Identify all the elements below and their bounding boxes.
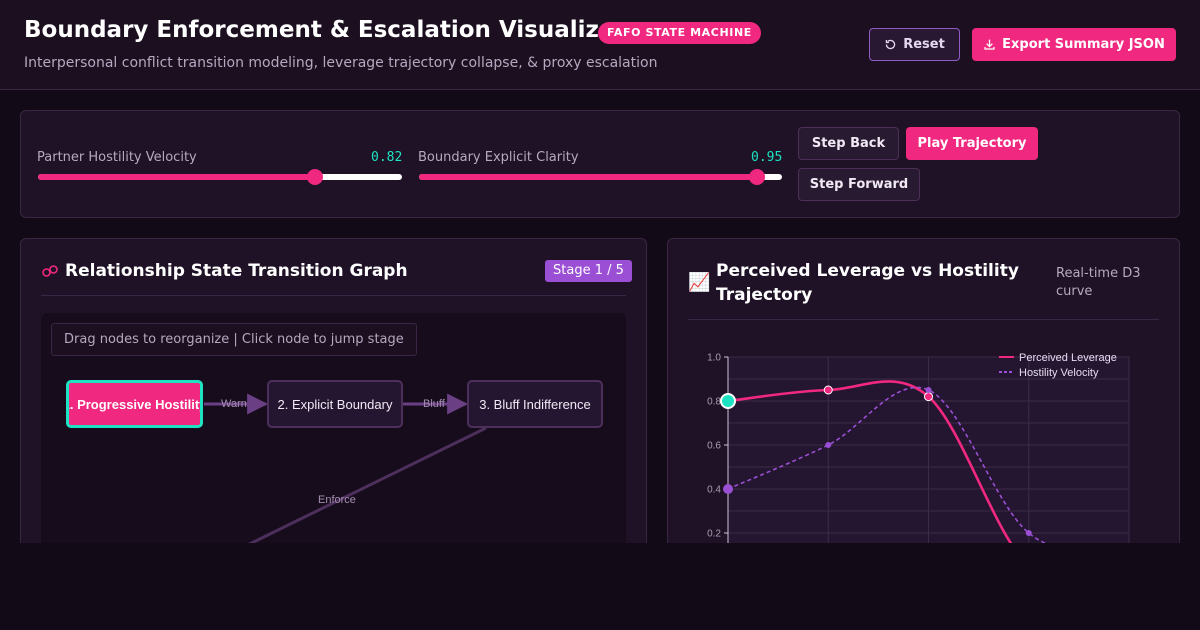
hostility-slider-thumb[interactable] [306,169,323,185]
hostility-slider-label: Partner Hostility Velocity [37,150,197,165]
play-trajectory-button[interactable]: Play Trajectory [906,127,1038,160]
graph-hint: Drag nodes to reorganize | Click node to… [51,323,417,356]
chart-trend-icon: 📈 [688,272,711,293]
clarity-slider-thumb[interactable] [748,169,765,185]
state-machine-badge: FAFO STATE MACHINE [598,22,761,44]
export-label: Export Summary JSON [1002,37,1165,52]
edge-label-bluff: Bluff [423,398,445,410]
controls-panel: Partner Hostility Velocity 0.82 Boundary… [20,110,1180,218]
export-summary-button[interactable]: Export Summary JSON [972,28,1176,61]
y-tick-label: 1.0 [707,353,721,364]
chart-title-line1: Perceived Leverage vs Hostility [716,261,1019,281]
reset-label: Reset [903,37,945,52]
viewport-bottom-area [0,543,1200,630]
graph-panel-divider [41,295,626,296]
page-title: Boundary Enforcement & Escalation Visual… [24,17,626,43]
step-back-button[interactable]: Step Back [798,127,899,160]
chart-panel-title: Perceived Leverage vs Hostility Trajecto… [716,259,1019,307]
graph-panel-title: Relationship State Transition Graph [65,261,408,281]
hostility-slider-fill [38,174,315,180]
hostility-point [723,484,733,494]
current-point-marker [720,393,736,409]
legend-label: Perceived Leverage [1019,352,1117,364]
chart-title-line2: Trajectory [716,285,813,305]
stage-badge: Stage 1 / 5 [545,260,632,282]
hostility-point [1025,530,1032,536]
chart-caption: Real-time D3 curve [1056,266,1141,299]
leverage-point [924,392,933,402]
page-subtitle: Interpersonal conflict transition modeli… [24,55,658,71]
y-tick-label: 0.8 [707,397,721,408]
state-node-explicit-boundary[interactable]: 2. Explicit Boundary [267,380,403,428]
hostility-point [925,387,932,393]
edge-label-enforce: Enforce [318,494,356,506]
leverage-point [823,385,833,395]
leverage-hostility-chart: 1.0 0.8 0.6 0.4 0.2 Perceived Leverage Hostili… [707,352,1130,551]
clarity-slider-fill [419,174,757,180]
state-node-progressive-hostility[interactable]: 1. Progressive Hostility [66,380,203,428]
series-line-0 [727,380,1018,551]
download-icon [984,39,995,50]
edge-label-warn: Warn [221,398,247,410]
step-forward-button[interactable]: Step Forward [798,168,920,201]
clarity-slider-label: Boundary Explicit Clarity [418,150,579,165]
graph-edges [204,393,487,560]
reset-button[interactable]: Reset [869,28,960,61]
app-header: Boundary Enforcement & Escalation Visual… [0,0,1200,90]
hostility-slider-value: 0.82 [371,150,403,165]
y-tick-label: 0.4 [707,485,721,496]
edge-enforce [220,426,487,560]
y-tick-label: 0.6 [707,441,721,452]
leverage-chart-panel: 📈 Perceived Leverage vs Hostility Trajec… [667,238,1180,558]
legend-label: Hostility Velocity [1019,367,1099,379]
state-graph-panel: Relationship State Transition Graph Stag… [20,238,647,573]
chart-panel-divider [688,319,1159,320]
clarity-slider[interactable] [419,169,782,185]
link-icon [42,265,58,277]
state-node-bluff-indifference[interactable]: 3. Bluff Indifference [467,380,603,428]
hostility-point [825,442,832,448]
hostility-slider[interactable] [38,169,402,185]
clarity-slider-value: 0.95 [751,150,783,165]
state-graph-canvas[interactable]: 1. Progressive Hostility 2. Explicit Bou… [41,313,626,573]
y-tick-label: 0.2 [707,529,721,540]
reset-icon [885,39,896,50]
